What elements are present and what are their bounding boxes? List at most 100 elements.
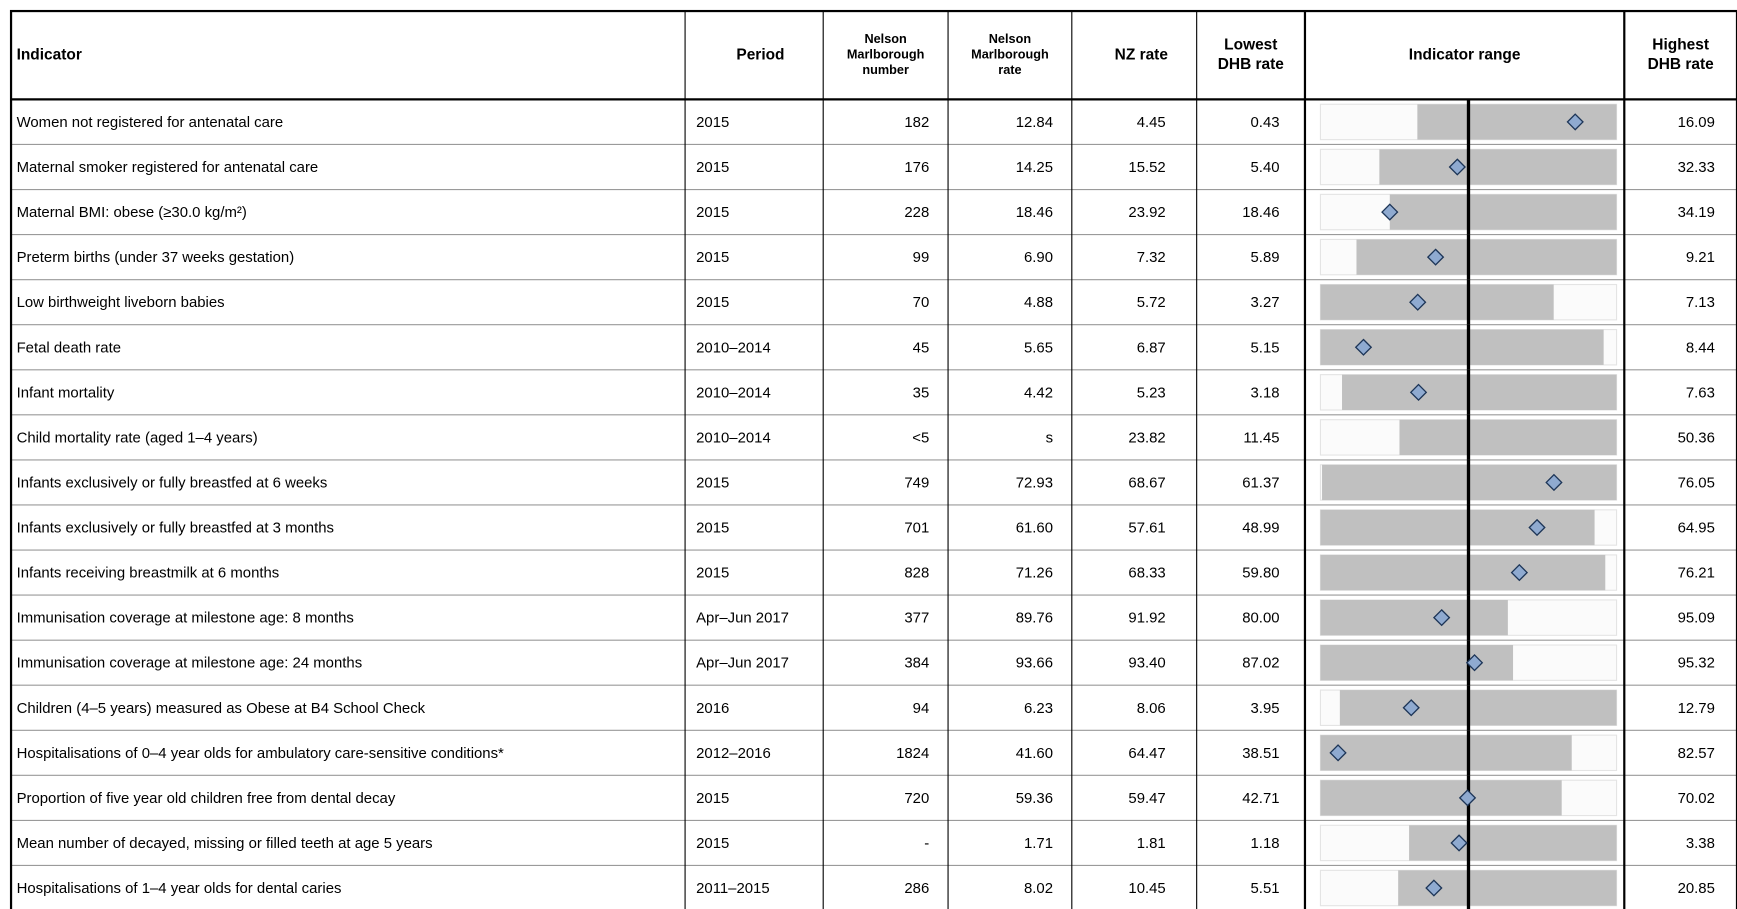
cell-number: 70 [913, 295, 930, 311]
cell-nz: 5.72 [1137, 295, 1166, 311]
cell-indicator: Immunisation coverage at milestone age: … [17, 611, 354, 627]
cell-rate: s [1046, 430, 1053, 446]
range-bar [1356, 239, 1617, 275]
cell-high: 70.02 [1678, 791, 1715, 807]
table-border [9, 9, 1737, 909]
cell-period: 2010–2014 [696, 430, 771, 446]
cell-nz: 4.45 [1137, 115, 1166, 131]
rate-diamond [1566, 113, 1584, 131]
header-label: Marlborough [971, 48, 1049, 62]
cell-low: 87.02 [1242, 656, 1279, 672]
range-bar [1320, 599, 1508, 636]
cell-period: 2015 [696, 250, 729, 266]
cell-low: 18.46 [1242, 205, 1279, 221]
cell-nz: 15.52 [1128, 160, 1165, 176]
cell-low: 11.45 [1243, 430, 1279, 446]
range-bar [1320, 284, 1554, 320]
cell-high: 82.57 [1678, 746, 1715, 762]
header-label: DHB rate [1218, 56, 1285, 73]
rate-diamond [1432, 608, 1451, 627]
rate-diamond [1448, 158, 1466, 176]
cell-indicator: Hospitalisations of 1–4 year olds for de… [17, 881, 342, 897]
cell-high: 12.79 [1678, 701, 1715, 717]
cell-period: 2015 [696, 566, 729, 582]
cell-indicator: Maternal BMI: obese (≥30.0 kg/m²) [17, 205, 247, 221]
cell-rate: 41.60 [1016, 746, 1053, 762]
cell-nz: 91.92 [1128, 611, 1165, 627]
cell-number: 286 [904, 881, 929, 897]
range-bar [1320, 780, 1562, 816]
cell-indicator: Mean number of decayed, missing or fille… [17, 836, 433, 852]
cell-indicator: Infant mortality [17, 385, 115, 401]
range-bar [1389, 194, 1617, 230]
cell-nz: 10.45 [1128, 881, 1165, 897]
cell-number: 720 [904, 791, 929, 807]
cell-rate: 59.36 [1016, 791, 1053, 807]
header-label: Period [736, 46, 784, 63]
cell-number: 182 [904, 115, 929, 131]
rate-diamond [1528, 518, 1546, 537]
rate-diamond [1402, 699, 1420, 717]
cell-high: 95.32 [1678, 656, 1715, 672]
cell-high: 50.36 [1678, 430, 1715, 446]
cell-period: 2015 [696, 115, 729, 131]
cell-low: 38.51 [1242, 746, 1279, 762]
cell-period: 2015 [696, 475, 729, 491]
cell-indicator: Immunisation coverage at milestone age: … [17, 656, 363, 672]
cell-low: 5.51 [1251, 881, 1280, 897]
cell-rate: 4.88 [1024, 295, 1053, 311]
cell-rate: 72.93 [1016, 475, 1053, 491]
cell-nz: 59.47 [1128, 791, 1165, 807]
cell-number: 94 [913, 701, 930, 717]
cell-number: <5 [912, 430, 929, 446]
range-bar [1320, 645, 1514, 681]
rate-diamond [1409, 293, 1427, 311]
range-bar [1409, 825, 1617, 861]
cell-high: 64.95 [1678, 521, 1715, 537]
cell-number: 377 [904, 611, 929, 627]
cell-number: 35 [913, 385, 930, 401]
cell-indicator: Infants exclusively or fully breastfed a… [17, 521, 334, 537]
cell-nz: 64.47 [1128, 746, 1165, 762]
cell-nz: 57.61 [1128, 521, 1165, 537]
cell-rate: 6.23 [1024, 701, 1053, 717]
cell-low: 59.80 [1242, 566, 1279, 582]
cell-indicator: Hospitalisations of 0–4 year olds for am… [17, 746, 504, 762]
cell-rate: 8.02 [1024, 881, 1053, 897]
cell-low: 5.15 [1251, 340, 1280, 356]
cell-period: 2010–2014 [696, 340, 771, 356]
cell-nz: 23.82 [1128, 430, 1165, 446]
cell-high: 34.19 [1678, 205, 1715, 221]
cell-period: 2015 [696, 521, 729, 537]
header-label: DHB rate [1648, 56, 1715, 73]
cell-period: 2011–2015 [696, 881, 770, 897]
cell-indicator: Fetal death rate [17, 340, 121, 356]
cell-period: 2015 [696, 836, 729, 852]
range-bar [1417, 104, 1617, 140]
header-label: Highest [1652, 36, 1709, 53]
cell-period: Apr–Jun 2017 [696, 656, 789, 672]
rate-diamond [1465, 654, 1484, 672]
cell-number: 1824 [896, 746, 929, 762]
cell-nz: 68.33 [1128, 566, 1165, 582]
cell-nz: 6.87 [1137, 340, 1166, 356]
header-label: Lowest [1224, 36, 1277, 53]
cell-period: 2010–2014 [696, 385, 771, 401]
rate-diamond [1381, 203, 1399, 221]
cell-rate: 4.42 [1024, 385, 1053, 401]
cell-period: 2016 [696, 701, 729, 717]
cell-rate: 5.65 [1024, 340, 1053, 356]
cell-period: 2015 [696, 205, 729, 221]
cell-number: - [924, 836, 929, 852]
cell-indicator: Child mortality rate (aged 1–4 years) [17, 430, 258, 446]
cell-number: 45 [913, 340, 930, 356]
cell-indicator: Infants exclusively or fully breastfed a… [17, 475, 328, 491]
rate-diamond [1329, 744, 1347, 762]
cell-number: 228 [904, 205, 929, 221]
cell-high: 3.38 [1686, 836, 1715, 852]
cell-indicator: Low birthweight liveborn babies [17, 295, 225, 311]
cell-high: 7.63 [1686, 385, 1715, 401]
header-label: Nelson [989, 32, 1031, 46]
cell-low: 61.37 [1242, 475, 1279, 491]
